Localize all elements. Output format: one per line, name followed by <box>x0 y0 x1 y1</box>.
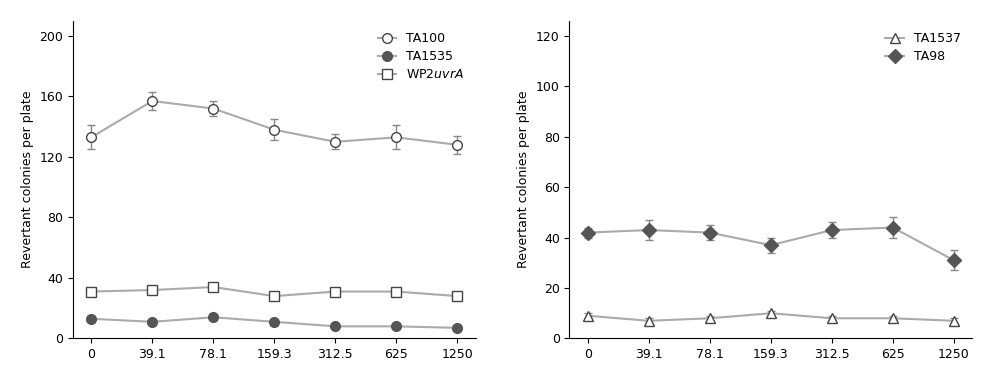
Y-axis label: Revertant colonies per plate: Revertant colonies per plate <box>21 91 34 269</box>
Legend: TA100, TA1535, WP2$uvrA$: TA100, TA1535, WP2$uvrA$ <box>372 27 470 86</box>
Y-axis label: Revertant colonies per plate: Revertant colonies per plate <box>517 91 530 269</box>
Legend: TA1537, TA98: TA1537, TA98 <box>880 27 966 68</box>
